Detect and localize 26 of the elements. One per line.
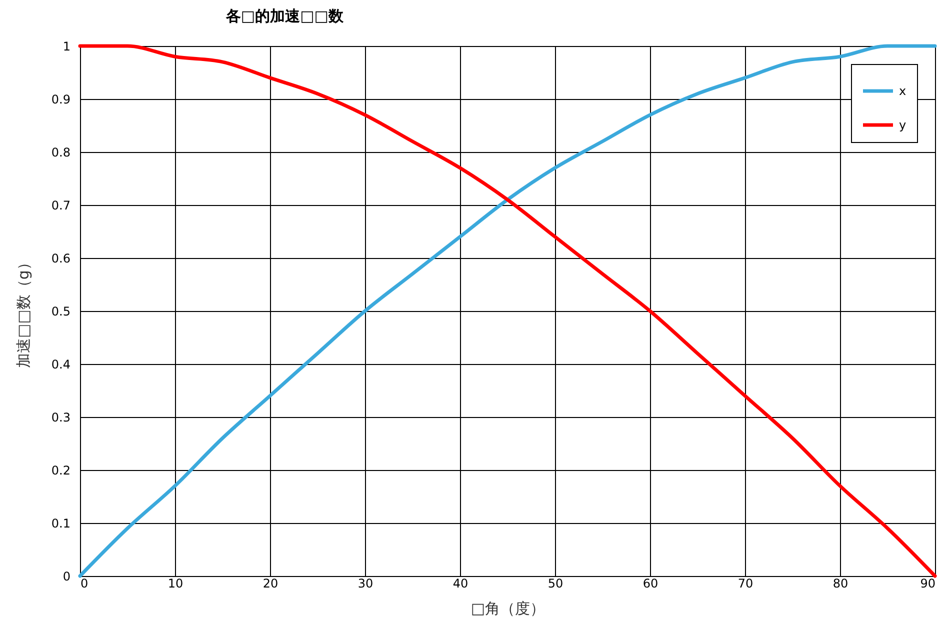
y-tick-label: 0.5 xyxy=(51,304,70,318)
legend-label: y xyxy=(899,118,906,132)
y-tick-label: 0.3 xyxy=(51,410,70,424)
x-tick-label: 40 xyxy=(452,576,468,590)
y-tick-label: 0.8 xyxy=(51,146,70,160)
x-tick-label: 90 xyxy=(920,576,936,590)
x-tick-label: 50 xyxy=(548,576,564,590)
y-tick-label: 0.6 xyxy=(51,252,70,266)
y-tick-label: 0.1 xyxy=(51,516,70,530)
y-axis-title: 加速□□数（g） xyxy=(14,255,32,368)
y-tick-label: 0.2 xyxy=(51,464,70,478)
y-tick-label: 1 xyxy=(62,40,70,54)
x-tick-label: 30 xyxy=(358,576,374,590)
x-axis-title: □角（度） xyxy=(470,600,546,618)
x-tick-label: 60 xyxy=(642,576,658,590)
line-series xyxy=(78,44,937,578)
x-tick-label: 20 xyxy=(262,576,278,590)
y-tick-label: 0.7 xyxy=(51,198,70,212)
x-tick-label: 10 xyxy=(168,576,184,590)
x-tick-label: 80 xyxy=(832,576,848,590)
y-tick-label: 0.4 xyxy=(51,358,70,372)
y-tick-label: 0.9 xyxy=(51,92,70,106)
x-tick-label: 70 xyxy=(738,576,754,590)
x-tick-label: 0 xyxy=(80,576,88,590)
chart-title: 各□的加速□□数 xyxy=(224,7,344,25)
legend-label: x xyxy=(899,84,906,98)
